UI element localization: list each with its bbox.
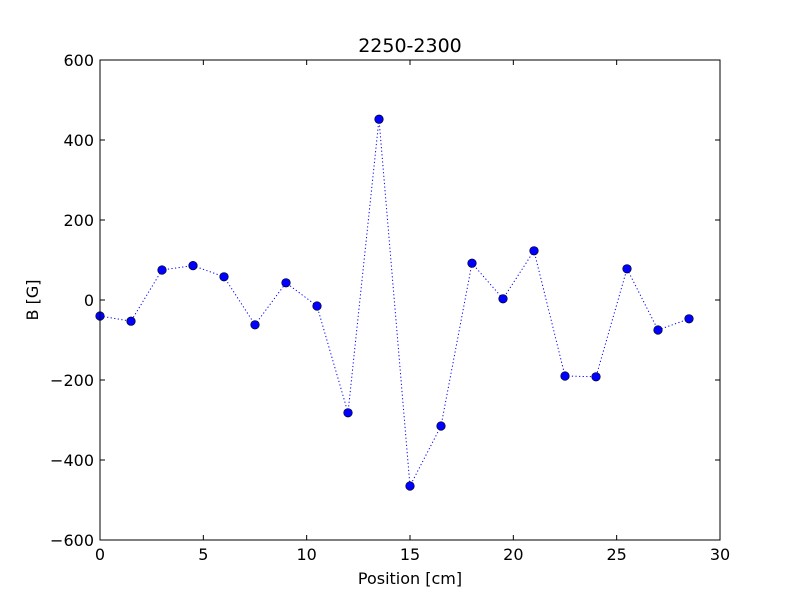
x-tick-label: 10	[296, 545, 316, 564]
x-tick-label: 0	[95, 545, 105, 564]
y-tick-label: 200	[63, 211, 94, 230]
y-tick-label: 600	[63, 51, 94, 70]
data-point	[529, 246, 539, 256]
y-tick-label: 400	[63, 131, 94, 150]
y-tick-label: −200	[50, 371, 94, 390]
x-tick-label: 5	[198, 545, 208, 564]
data-point	[436, 421, 446, 431]
ticks-layer: 0 5 10 15 20 25 30 −600 −400 −200 0 200 400 600	[50, 51, 730, 564]
data-point	[312, 301, 322, 311]
data-point	[219, 272, 229, 282]
data-point	[405, 481, 415, 491]
data-point	[343, 408, 353, 418]
y-tick-label: 0	[84, 291, 94, 310]
data-point	[653, 325, 663, 335]
y-tick-label: −400	[50, 451, 94, 470]
x-tick-label: 15	[400, 545, 420, 564]
x-tick-label: 20	[503, 545, 523, 564]
data-point	[622, 264, 632, 274]
data-point	[591, 372, 601, 382]
x-axis-label: Position [cm]	[358, 569, 462, 588]
y-tick-label: −600	[50, 531, 94, 550]
data-point	[684, 314, 694, 324]
data-point	[560, 371, 570, 381]
y-axis-label: B [G]	[23, 280, 42, 321]
data-point	[126, 316, 136, 326]
data-point	[467, 258, 477, 268]
chart-title: 2250-2300	[358, 35, 462, 57]
data-point	[188, 261, 198, 271]
series-line	[99, 119, 690, 488]
data-point	[157, 265, 167, 275]
data-point	[498, 294, 508, 304]
data-point	[250, 320, 260, 330]
data-point	[374, 114, 384, 124]
x-tick-label: 30	[710, 545, 730, 564]
x-tick-label: 25	[606, 545, 626, 564]
series-layer	[95, 114, 694, 491]
data-point	[281, 278, 291, 288]
